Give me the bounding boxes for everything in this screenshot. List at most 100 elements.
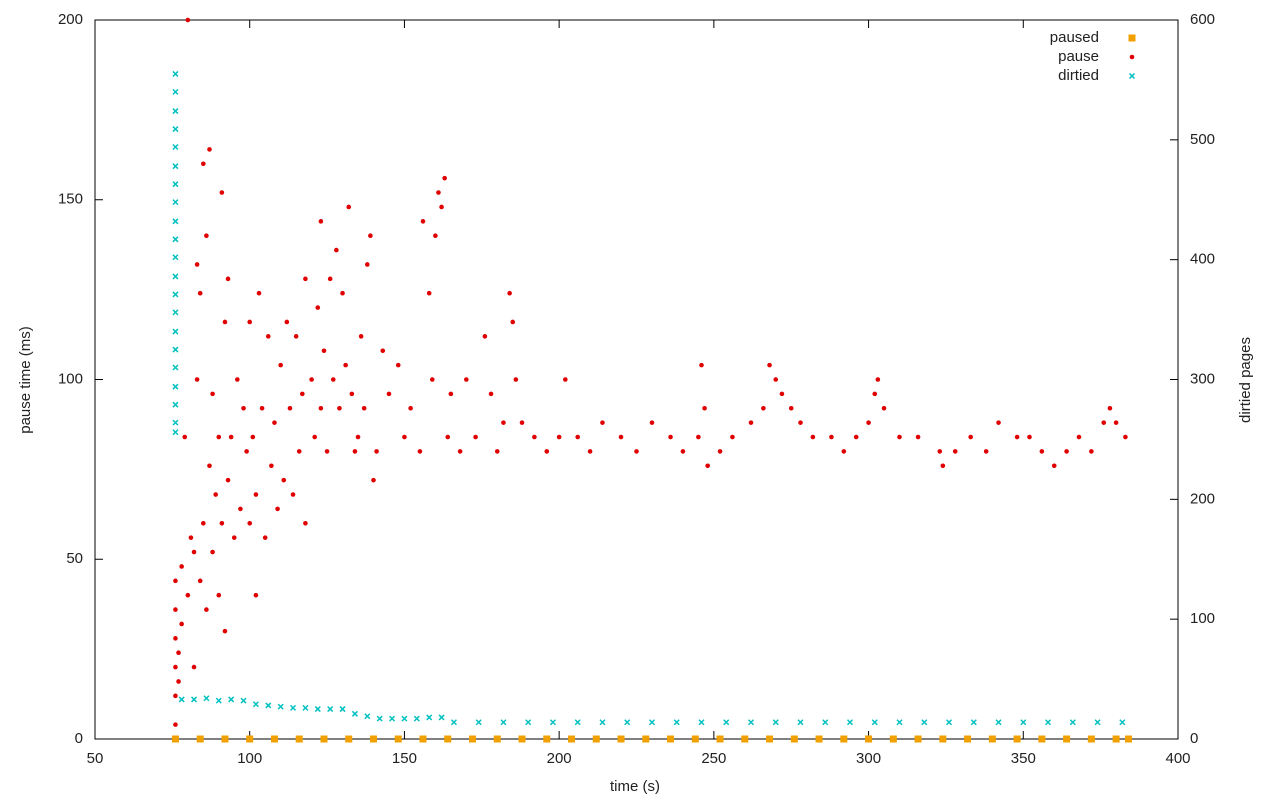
point xyxy=(222,319,228,325)
point xyxy=(272,420,277,425)
point xyxy=(568,735,576,743)
point xyxy=(327,706,334,713)
y-tick-label: 200 xyxy=(58,11,83,28)
point xyxy=(840,735,848,743)
point xyxy=(761,405,766,411)
y2-tick-label: 400 xyxy=(1190,251,1215,268)
point xyxy=(829,434,834,440)
point xyxy=(368,233,373,238)
y2-tick-label: 200 xyxy=(1190,490,1215,507)
point xyxy=(345,735,353,743)
point xyxy=(295,735,303,743)
point xyxy=(716,735,724,743)
point xyxy=(358,334,364,339)
point xyxy=(488,391,494,397)
point xyxy=(364,262,370,267)
point xyxy=(191,549,197,555)
point xyxy=(219,190,225,195)
point xyxy=(303,276,308,282)
point xyxy=(284,319,290,325)
point xyxy=(296,449,302,454)
y2-axis-label: dirtied pages xyxy=(1237,337,1254,423)
point xyxy=(1039,449,1045,454)
point xyxy=(371,477,376,483)
point xyxy=(349,391,355,397)
point xyxy=(262,535,268,540)
point xyxy=(176,650,181,656)
point xyxy=(231,535,237,540)
point xyxy=(173,664,178,670)
point xyxy=(172,181,179,188)
point xyxy=(702,405,707,411)
point xyxy=(649,420,655,425)
point xyxy=(600,420,605,425)
point xyxy=(1076,434,1082,440)
point xyxy=(429,377,435,382)
point xyxy=(1094,719,1101,726)
point xyxy=(252,701,259,708)
point xyxy=(394,735,402,743)
point xyxy=(210,391,215,397)
point xyxy=(945,719,953,726)
point xyxy=(173,636,178,641)
point xyxy=(599,719,606,726)
point xyxy=(772,719,779,726)
point xyxy=(475,719,482,726)
point xyxy=(204,607,209,612)
point xyxy=(247,521,253,526)
point xyxy=(219,521,225,526)
point xyxy=(450,719,457,726)
y2-tick-label: 500 xyxy=(1190,131,1215,148)
point xyxy=(618,434,624,440)
point xyxy=(915,434,921,440)
point xyxy=(940,463,946,469)
point xyxy=(1020,719,1027,726)
point xyxy=(386,391,392,397)
point xyxy=(1027,434,1032,440)
point xyxy=(196,735,204,743)
point xyxy=(225,477,231,483)
point xyxy=(881,405,887,411)
point xyxy=(191,664,197,670)
point xyxy=(518,735,526,743)
point xyxy=(172,254,179,261)
point xyxy=(1063,735,1071,743)
point xyxy=(172,143,179,151)
x-tick-label: 100 xyxy=(237,750,262,767)
point xyxy=(194,262,200,267)
point xyxy=(330,377,336,382)
point xyxy=(188,535,194,540)
point xyxy=(673,719,680,726)
point xyxy=(324,449,330,454)
point xyxy=(173,578,178,584)
point xyxy=(244,449,249,454)
point xyxy=(1112,735,1120,743)
point xyxy=(172,70,179,77)
point xyxy=(822,719,829,726)
point xyxy=(408,405,413,411)
point xyxy=(312,434,317,440)
point xyxy=(172,126,179,133)
point xyxy=(302,704,309,711)
point xyxy=(747,719,755,726)
point xyxy=(172,383,179,390)
point xyxy=(1089,449,1094,454)
point xyxy=(544,449,550,454)
point xyxy=(448,391,454,397)
point xyxy=(648,719,656,726)
point xyxy=(1101,420,1107,425)
point xyxy=(767,362,772,368)
point xyxy=(241,405,246,411)
legend-marker xyxy=(1129,54,1135,60)
point xyxy=(179,621,184,627)
point xyxy=(395,362,401,368)
point xyxy=(1064,449,1069,454)
point xyxy=(696,434,701,440)
point xyxy=(320,735,328,743)
point xyxy=(172,273,179,280)
point xyxy=(1045,719,1052,726)
point xyxy=(172,429,179,436)
point xyxy=(510,319,516,325)
point xyxy=(197,578,203,584)
point xyxy=(210,549,215,555)
